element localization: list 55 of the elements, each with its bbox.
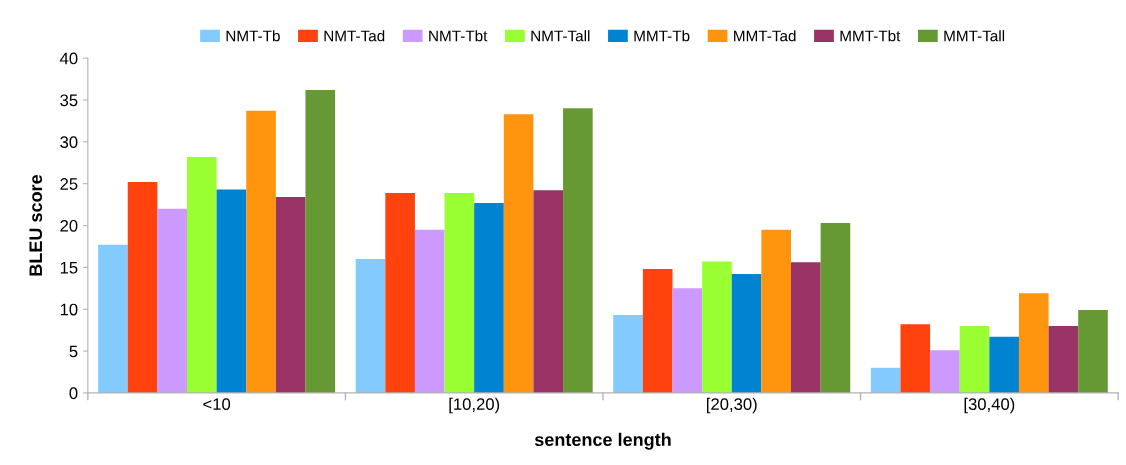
bar (503, 114, 534, 393)
bar (533, 190, 564, 393)
bar (989, 336, 1019, 393)
legend-label: MMT-Tall (944, 30, 1005, 42)
bar (414, 229, 445, 393)
bar (355, 259, 386, 393)
bar (157, 208, 187, 393)
bar (1048, 325, 1079, 393)
legend-label: MMT-Tad (734, 30, 796, 42)
legend-label: NMT-Tbt (429, 30, 488, 42)
bar (305, 89, 336, 393)
bar (613, 315, 643, 393)
legend-label: NMT-Tb (226, 30, 280, 42)
bar (642, 269, 673, 393)
bar (870, 367, 901, 393)
x-tick-label: [10,20) (449, 397, 500, 414)
bar (1078, 310, 1108, 393)
bar (791, 262, 821, 393)
bar (246, 110, 276, 393)
y-tick-label: 35 (60, 94, 78, 107)
bar (1018, 293, 1049, 393)
bar (216, 189, 247, 393)
y-tick-label: 0 (69, 387, 78, 400)
bar (444, 192, 475, 393)
x-tick-label: [30,40) (964, 397, 1015, 414)
y-axis-title: BLEU score (29, 174, 43, 276)
bar (98, 244, 128, 393)
bar (820, 223, 851, 393)
legend-label: MMT-Tb (634, 30, 690, 42)
bar (186, 156, 217, 393)
y-tick-label: 15 (60, 261, 78, 274)
y-tick-label: 10 (60, 303, 78, 316)
y-tick-label: 25 (60, 178, 78, 190)
x-tick-label: [20,30) (707, 397, 757, 414)
y-tick-label: 40 (59, 52, 78, 65)
legend-label: MMT-Tbt (840, 30, 901, 42)
x-axis-title: sentence length (534, 432, 671, 450)
bar (959, 325, 990, 393)
bar (275, 197, 306, 393)
bar (900, 324, 931, 393)
bar (474, 202, 504, 393)
bar (127, 182, 158, 393)
bar (731, 274, 762, 393)
y-tick-label: 20 (60, 219, 78, 232)
bar (930, 350, 960, 393)
bar (385, 192, 415, 393)
x-tick-label: <10 (203, 398, 231, 411)
legend-label: NMT-Tall (531, 30, 590, 42)
bar (702, 261, 732, 393)
bar (761, 229, 791, 393)
legend-label: NMT-Tad (324, 30, 385, 42)
bar (563, 108, 593, 393)
bar (672, 288, 703, 393)
y-tick-label: 5 (69, 345, 78, 358)
y-tick-label: 30 (60, 136, 78, 149)
